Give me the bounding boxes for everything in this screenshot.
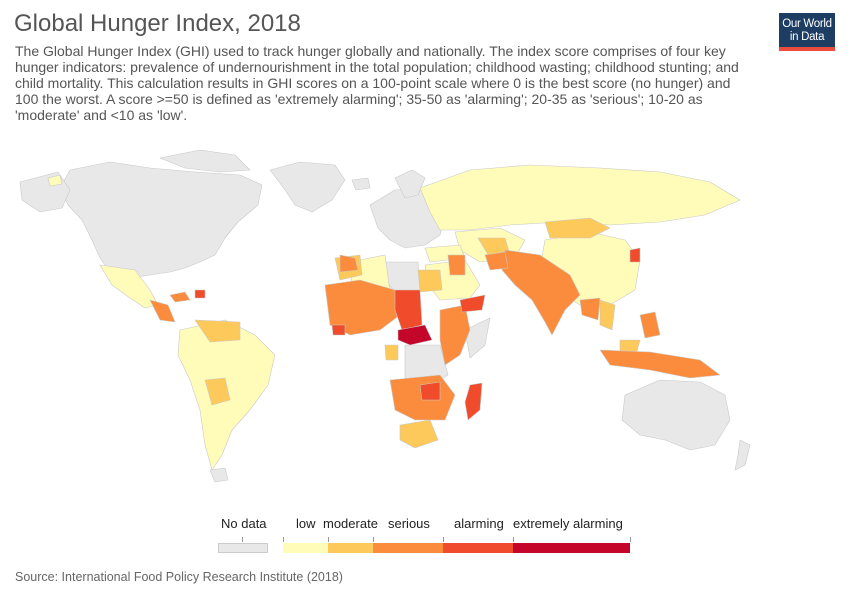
region-afghanistan[interactable] xyxy=(484,251,509,271)
legend-swatch[interactable] xyxy=(443,543,513,553)
region-south-africa[interactable] xyxy=(399,419,439,449)
region-greenland-small[interactable] xyxy=(47,174,63,187)
legend-tick xyxy=(373,537,374,542)
region-southeast-asia[interactable] xyxy=(579,297,601,321)
region-indonesia[interactable] xyxy=(599,349,721,379)
region-mexico[interactable] xyxy=(99,264,159,309)
region-central-america[interactable] xyxy=(149,299,176,323)
region-india[interactable] xyxy=(501,249,581,336)
region-australia[interactable] xyxy=(621,379,731,451)
region-haiti[interactable] xyxy=(194,289,206,299)
region-yemen[interactable] xyxy=(459,294,486,313)
legend-swatch[interactable] xyxy=(373,543,443,553)
region-zambia[interactable] xyxy=(419,381,441,401)
world-map xyxy=(19,150,751,483)
region-somalia[interactable] xyxy=(464,317,491,359)
region-central-african-republic[interactable] xyxy=(397,324,433,346)
region-chad[interactable] xyxy=(394,289,423,331)
region-north-america[interactable] xyxy=(59,161,263,279)
legend-tick xyxy=(283,537,284,542)
region-scandinavia[interactable] xyxy=(394,169,426,199)
region-iraq-syria[interactable] xyxy=(447,254,466,276)
legend-swatch[interactable] xyxy=(513,543,630,553)
legend-swatch[interactable] xyxy=(218,543,268,553)
legend-label: moderate xyxy=(323,516,378,531)
legend-swatch[interactable] xyxy=(283,543,328,553)
region-canada-islands[interactable] xyxy=(159,150,251,173)
legend: No data low moderate serious alarming extreme… xyxy=(0,510,850,560)
chart-title: Global Hunger Index, 2018 xyxy=(14,10,301,37)
alarming-regions xyxy=(194,247,641,421)
region-north-korea[interactable] xyxy=(629,247,641,263)
region-colombia-venezuela[interactable] xyxy=(194,319,241,343)
serious-regions xyxy=(149,249,721,421)
owid-logo[interactable]: Our World in Data xyxy=(779,13,835,51)
source-note: Source: International Food Policy Resear… xyxy=(15,570,343,584)
region-caribbean[interactable] xyxy=(169,291,191,303)
region-east-africa[interactable] xyxy=(439,304,471,366)
logo-line-2: in Data xyxy=(789,31,825,43)
chart-subtitle: The Global Hunger Index (GHI) used to tr… xyxy=(15,43,739,123)
region-greenland[interactable] xyxy=(269,161,346,213)
region-mongolia[interactable] xyxy=(544,217,611,239)
region-libya[interactable] xyxy=(384,261,421,293)
legend-tick xyxy=(242,537,243,542)
region-alaska[interactable] xyxy=(19,171,71,213)
region-new-zealand[interactable] xyxy=(734,439,751,471)
logo-line-1: Our World xyxy=(782,18,832,30)
legend-swatch[interactable] xyxy=(328,543,373,553)
region-morocco[interactable] xyxy=(339,254,359,273)
legend-label: low xyxy=(296,516,316,531)
legend-label: alarming xyxy=(454,516,504,531)
legend-label: No data xyxy=(221,516,267,531)
legend-tick xyxy=(328,537,329,542)
region-bolivia[interactable] xyxy=(204,377,231,406)
region-russia[interactable] xyxy=(419,164,741,231)
legend-tick xyxy=(443,537,444,542)
region-argentina-chile-south[interactable] xyxy=(209,467,229,483)
legend-label: extremely alarming xyxy=(513,516,623,531)
extremely-alarming-regions xyxy=(397,324,433,346)
legend-label: serious xyxy=(388,516,430,531)
region-egypt[interactable] xyxy=(417,269,443,293)
region-madagascar[interactable] xyxy=(464,382,483,421)
region-iceland[interactable] xyxy=(351,177,371,191)
legend-tick xyxy=(630,537,631,542)
region-philippines[interactable] xyxy=(639,311,661,339)
legend-tick xyxy=(513,537,514,542)
region-indochina[interactable] xyxy=(599,299,616,331)
region-sierra-leone[interactable] xyxy=(331,324,346,336)
region-gabon[interactable] xyxy=(384,344,399,361)
